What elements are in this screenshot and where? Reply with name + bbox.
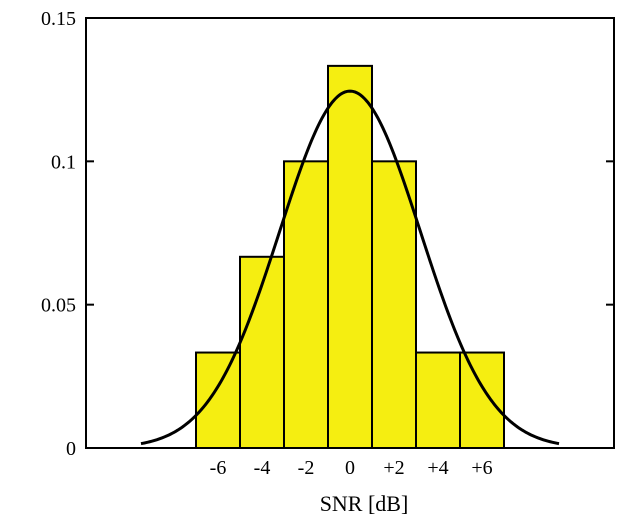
y-tick-label: 0.05 <box>41 295 76 317</box>
x-tick-label: +4 <box>427 457 448 479</box>
y-tick-label: 0.15 <box>41 8 76 30</box>
gaussian-fit-curve <box>140 89 560 446</box>
x-tick-label: 0 <box>345 457 355 479</box>
y-tick-label: 0 <box>66 438 76 460</box>
bars-layer <box>195 64 505 450</box>
histogram-bar <box>327 64 373 450</box>
histogram-bar <box>195 351 241 450</box>
x-tick-label: +6 <box>471 457 492 479</box>
histogram-bar <box>415 351 461 450</box>
x-tick-label: -2 <box>298 457 315 479</box>
x-axis: -6 -4 -2 0 +2 +4 +6 <box>210 457 493 479</box>
x-tick-label: -6 <box>210 457 227 479</box>
histogram-bar <box>459 351 505 450</box>
x-tick-label: -4 <box>254 457 271 479</box>
plot-frame <box>85 17 615 449</box>
histogram-bar <box>371 160 417 449</box>
x-tick-label: +2 <box>383 457 404 479</box>
y-axis: 0 0.05 0.1 0.15 <box>41 8 614 460</box>
x-axis-title: SNR [dB] <box>320 491 409 516</box>
y-tick-label: 0.1 <box>51 151 76 173</box>
histogram-bar <box>283 160 329 449</box>
